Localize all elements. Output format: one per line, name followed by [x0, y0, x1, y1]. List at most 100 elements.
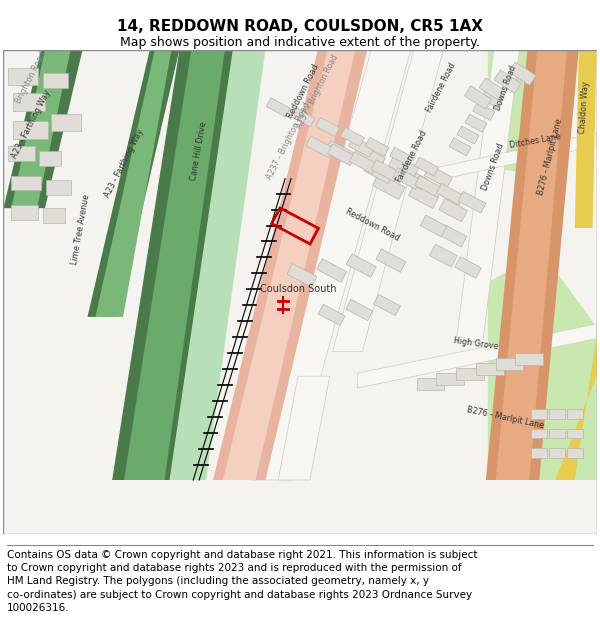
Text: Map shows position and indicative extent of the property.: Map shows position and indicative extent… — [120, 36, 480, 49]
Polygon shape — [332, 50, 443, 351]
Text: Cane Hill Drive: Cane Hill Drive — [190, 121, 209, 181]
Text: 14, REDDOWN ROAD, COULSDON, CR5 1AX: 14, REDDOWN ROAD, COULSDON, CR5 1AX — [117, 19, 483, 34]
Text: Downs Road: Downs Road — [480, 142, 505, 191]
Polygon shape — [436, 133, 596, 181]
Polygon shape — [358, 324, 596, 388]
Polygon shape — [549, 448, 565, 458]
Polygon shape — [346, 254, 376, 278]
Polygon shape — [575, 50, 596, 228]
Polygon shape — [376, 249, 406, 272]
Polygon shape — [440, 225, 467, 247]
Polygon shape — [532, 429, 547, 439]
Polygon shape — [389, 154, 419, 179]
Polygon shape — [549, 409, 565, 419]
Polygon shape — [436, 373, 464, 385]
Polygon shape — [13, 94, 45, 111]
Polygon shape — [317, 259, 347, 282]
Polygon shape — [13, 121, 48, 139]
Polygon shape — [509, 62, 536, 86]
Polygon shape — [39, 151, 61, 166]
Polygon shape — [340, 127, 364, 146]
Polygon shape — [11, 205, 38, 220]
Polygon shape — [555, 337, 596, 480]
Polygon shape — [95, 50, 172, 317]
Polygon shape — [456, 368, 484, 380]
Polygon shape — [346, 299, 373, 321]
Polygon shape — [415, 157, 439, 176]
Text: A23 - Farthing Way: A23 - Farthing Way — [103, 128, 145, 199]
Polygon shape — [567, 409, 583, 419]
Polygon shape — [496, 50, 567, 480]
Polygon shape — [424, 165, 452, 188]
Text: Chaldon Way: Chaldon Way — [578, 81, 591, 134]
Polygon shape — [88, 50, 179, 317]
Polygon shape — [213, 50, 367, 480]
Text: Coulsdon South: Coulsdon South — [260, 284, 336, 294]
Text: Contains OS data © Crown copyright and database right 2021. This information is : Contains OS data © Crown copyright and d… — [7, 550, 478, 612]
Polygon shape — [488, 253, 596, 480]
Polygon shape — [415, 176, 442, 198]
Polygon shape — [318, 304, 345, 326]
Text: B276 - Marlpit Lane: B276 - Marlpit Lane — [466, 405, 545, 430]
Polygon shape — [420, 215, 447, 237]
Polygon shape — [353, 144, 385, 169]
Polygon shape — [400, 168, 427, 189]
Text: A23 - Farthing Way: A23 - Farthing Way — [10, 88, 52, 160]
Polygon shape — [328, 144, 355, 166]
Polygon shape — [11, 176, 41, 191]
Polygon shape — [291, 107, 315, 127]
Polygon shape — [8, 146, 35, 161]
Polygon shape — [11, 50, 71, 208]
Polygon shape — [486, 50, 579, 480]
Polygon shape — [43, 72, 68, 88]
Polygon shape — [515, 354, 543, 366]
Text: Lime Tree Avenue: Lime Tree Avenue — [70, 194, 91, 266]
Polygon shape — [465, 114, 487, 132]
Polygon shape — [567, 429, 583, 439]
Polygon shape — [4, 50, 83, 208]
Polygon shape — [439, 198, 467, 222]
Polygon shape — [532, 448, 547, 458]
Text: B276 - Marlpit Lane: B276 - Marlpit Lane — [536, 118, 564, 196]
Polygon shape — [374, 294, 400, 316]
Polygon shape — [488, 50, 562, 174]
Polygon shape — [532, 409, 547, 419]
Polygon shape — [170, 50, 265, 480]
Polygon shape — [473, 102, 495, 120]
Polygon shape — [51, 114, 80, 131]
Text: Fairdene Road: Fairdene Road — [395, 129, 428, 184]
Polygon shape — [287, 264, 317, 287]
Polygon shape — [306, 136, 334, 158]
Text: High Grove: High Grove — [453, 336, 499, 351]
Polygon shape — [455, 257, 481, 278]
Polygon shape — [393, 168, 421, 189]
Polygon shape — [496, 358, 523, 370]
Text: Brighton Road: Brighton Road — [14, 50, 48, 105]
Text: Downs Road: Downs Road — [493, 64, 518, 111]
Polygon shape — [325, 141, 353, 163]
Polygon shape — [464, 86, 491, 109]
Polygon shape — [348, 136, 374, 158]
Text: A237 - Brighton Road: A237 - Brighton Road — [265, 101, 311, 181]
Polygon shape — [112, 50, 239, 480]
Polygon shape — [46, 181, 71, 195]
Polygon shape — [390, 148, 414, 166]
Polygon shape — [549, 429, 565, 439]
Polygon shape — [43, 208, 65, 223]
Text: A237 - Brighton Road: A237 - Brighton Road — [295, 53, 340, 130]
Polygon shape — [365, 138, 389, 156]
Polygon shape — [476, 363, 503, 375]
Polygon shape — [124, 50, 225, 480]
Polygon shape — [567, 448, 583, 458]
Text: Fairdene Road: Fairdene Road — [425, 61, 458, 114]
Polygon shape — [416, 378, 445, 390]
Text: Reddown Road: Reddown Road — [344, 207, 401, 243]
Polygon shape — [456, 50, 520, 342]
Polygon shape — [479, 78, 506, 101]
Polygon shape — [457, 126, 479, 144]
Polygon shape — [436, 184, 464, 205]
Polygon shape — [251, 50, 411, 480]
Polygon shape — [8, 68, 38, 84]
Polygon shape — [316, 118, 340, 137]
Polygon shape — [349, 152, 377, 174]
